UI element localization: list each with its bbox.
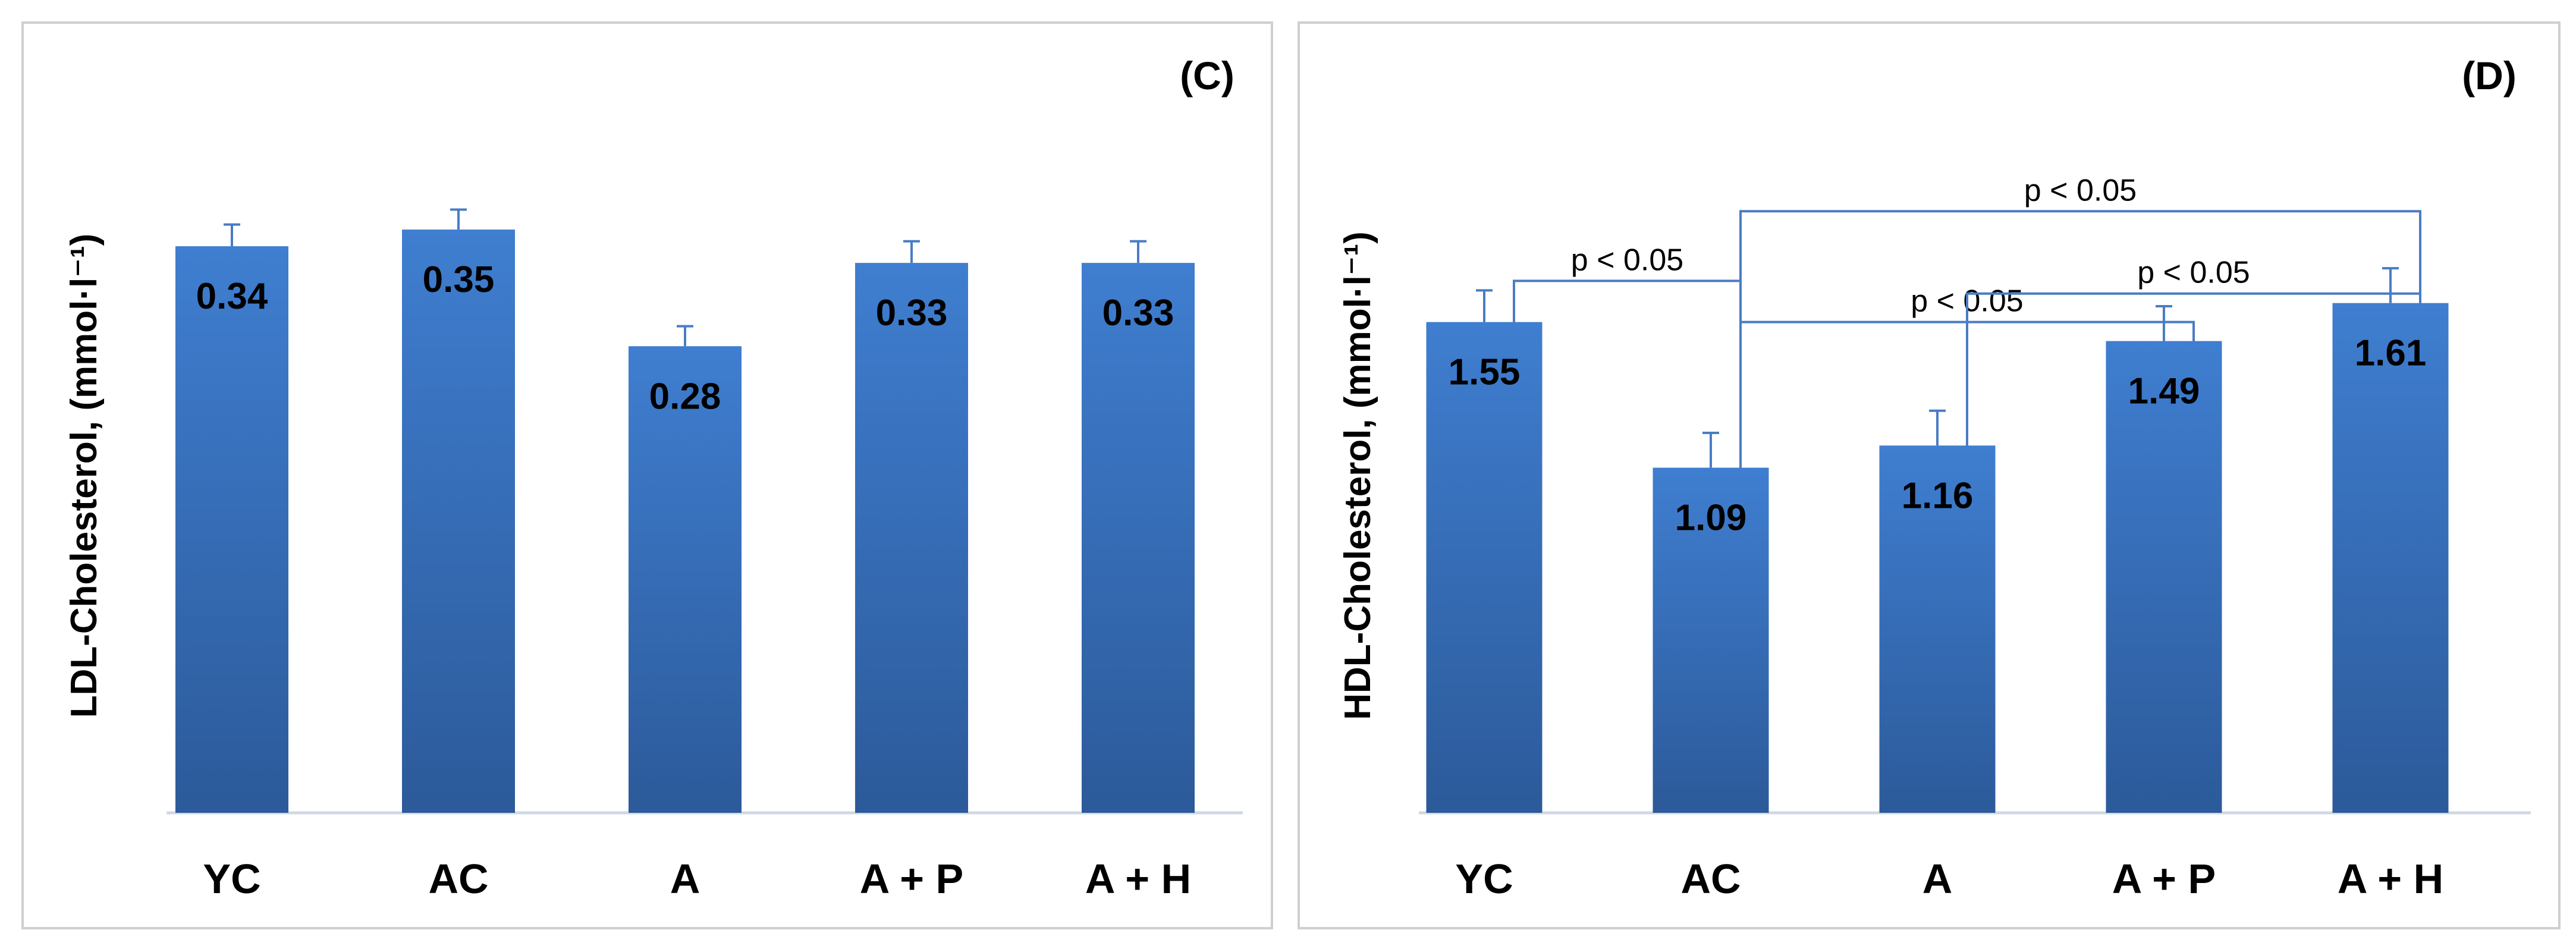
- x-tick-label: YC: [203, 856, 260, 902]
- bar-ah: [1082, 263, 1195, 813]
- bar-ac: [1653, 467, 1769, 813]
- bar-ac: [402, 230, 515, 813]
- bar-yc: [175, 246, 288, 813]
- bar-ap: [855, 263, 968, 813]
- panel-label: (C): [1180, 54, 1234, 98]
- hdl-chart: (D) HDL-Cholesterol, (mmol·l⁻¹) 1.55 YC 1.…: [1337, 54, 2531, 902]
- data-label: 1.49: [2128, 371, 2200, 412]
- significance-bracket: [1513, 279, 1742, 469]
- bar-a: [1879, 445, 1996, 813]
- panel-label: (D): [2462, 54, 2517, 98]
- data-label: 1.61: [2355, 333, 2427, 374]
- data-label: 0.33: [1102, 293, 1174, 334]
- y-axis-label: HDL-Cholesterol, (mmol·l⁻¹): [1337, 231, 1378, 719]
- bar-ap: [2106, 341, 2222, 813]
- data-label: 1.16: [1902, 475, 1974, 516]
- data-label: 0.33: [876, 293, 948, 334]
- bar-a: [629, 346, 742, 813]
- x-tick-label: YC: [1455, 856, 1513, 902]
- x-tick-label: A + P: [2112, 856, 2216, 902]
- ldl-chart: (C) LDL-Cholesterol, (mmol·l⁻¹) 0.34 YC 0.…: [64, 54, 1243, 902]
- data-label: 1.09: [1675, 498, 1747, 539]
- data-label: 0.28: [649, 376, 721, 417]
- significance-label: p < 0.05: [2024, 173, 2137, 208]
- data-label: 0.34: [196, 276, 268, 317]
- significance-bracket: [1739, 210, 2421, 469]
- x-tick-label: A + H: [2338, 856, 2443, 902]
- significance-label: p < 0.05: [2137, 256, 2250, 290]
- x-tick-label: AC: [428, 856, 488, 902]
- x-tick-label: A: [1922, 856, 1953, 902]
- data-label: 0.35: [423, 259, 495, 300]
- y-axis-label: LDL-Cholesterol, (mmol·l⁻¹): [64, 234, 105, 718]
- panel-c: (C) LDL-Cholesterol, (mmol·l⁻¹) 0.34 YC 0.…: [21, 21, 1273, 929]
- x-tick-label: A: [670, 856, 700, 902]
- x-tick-label: AC: [1680, 856, 1741, 902]
- x-tick-label: A + P: [860, 856, 963, 902]
- panel-d: (D) HDL-Cholesterol, (mmol·l⁻¹) 1.55 YC 1.…: [1298, 21, 2561, 929]
- bar-ah: [2332, 303, 2449, 813]
- significance-label: p < 0.05: [1571, 243, 1683, 277]
- x-tick-label: A + H: [1085, 856, 1191, 902]
- bar-yc: [1426, 322, 1543, 813]
- data-label: 1.55: [1449, 352, 1521, 393]
